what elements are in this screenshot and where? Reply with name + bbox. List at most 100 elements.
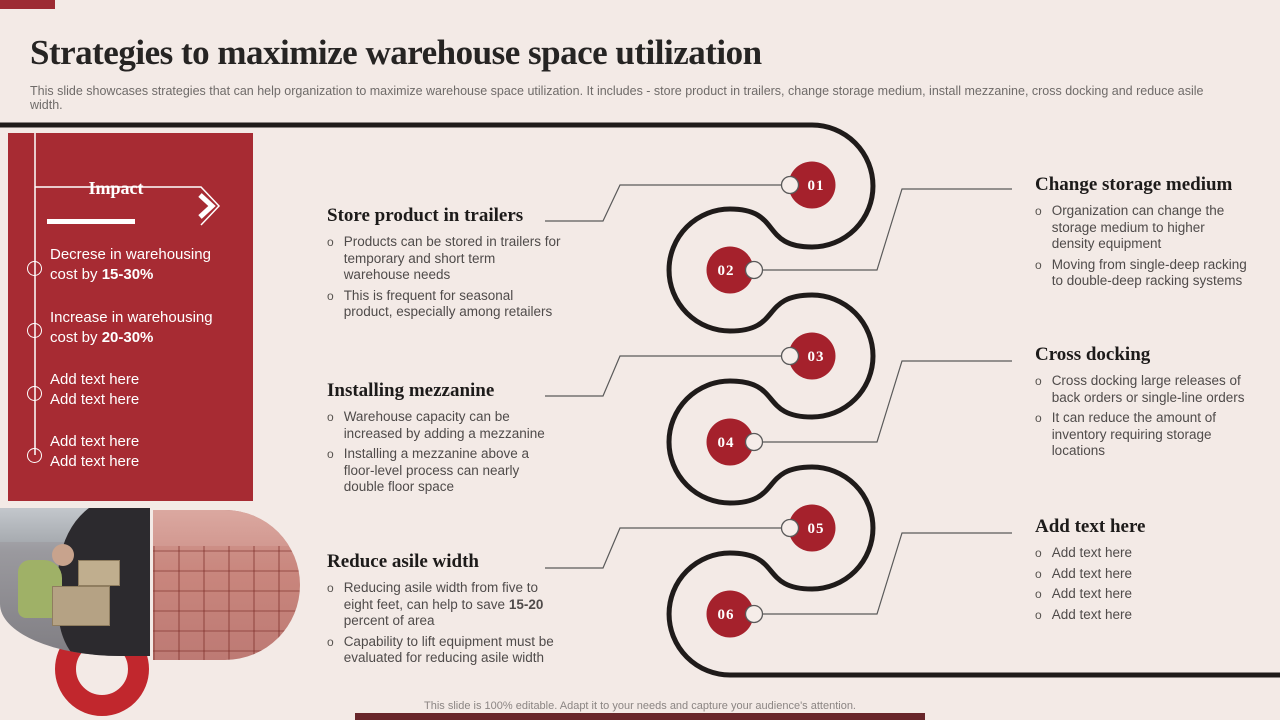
- milestone-circle-06: [706, 590, 754, 638]
- bullet-text: Reducing asile width from five to eight …: [343, 580, 544, 628]
- impact-banner-outline: [35, 186, 221, 226]
- section-heading: Installing mezzanine: [327, 380, 495, 401]
- impact-item-line2-text: cost by: [50, 265, 102, 283]
- bullet-text: Products can be stored in trailers for t…: [343, 234, 561, 282]
- impact-item: Increase in warehousing cost by 20-30%: [50, 308, 245, 347]
- impact-item-line1: Decrese in warehousing: [50, 246, 211, 263]
- connector-line-04: [755, 360, 1012, 443]
- anchor-dot-05: [780, 518, 800, 538]
- footer-note: This slide is 100% editable. Adapt it to…: [424, 700, 856, 712]
- milestone-number-04: 04: [718, 435, 735, 451]
- bullet-text: Installing a mezzanine above a floor-lev…: [343, 446, 530, 494]
- bullet-text: Moving from single-deep racking to doubl…: [1051, 256, 1247, 289]
- milestone-circle-02: [706, 246, 754, 294]
- impact-item-line1: Add text here: [50, 433, 140, 450]
- impact-item-line2-text: Add text here: [50, 452, 140, 470]
- bullet-text: Add text here: [1051, 565, 1132, 581]
- impact-item-line2: Add text here: [50, 452, 245, 472]
- milestone-number-03: 03: [808, 349, 825, 365]
- section-installing-mezzanine: Installing mezzanine Warehouse capacity …: [327, 380, 562, 496]
- anchor-dot-06: [744, 604, 764, 624]
- impact-bullet-dot: [27, 261, 42, 276]
- photo-loading-boxes: [0, 508, 150, 656]
- chevron-right-icon: [198, 193, 216, 219]
- impact-bullet-dot: [27, 323, 42, 338]
- bullet-text: Capability to lift equipment must be eva…: [343, 633, 554, 666]
- bullet-item: Add text here: [1035, 607, 1250, 624]
- section-change-storage-medium: Change storage medium Organization can c…: [1035, 174, 1250, 290]
- impact-item-line2-text: Add text here: [50, 390, 140, 408]
- photo-wall: [153, 510, 300, 546]
- photo-worker-head: [52, 544, 74, 566]
- section-heading: Reduce asile width: [327, 551, 479, 572]
- milestone-number-02: 02: [718, 263, 735, 279]
- section-add-text-here[interactable]: Add text here Add text here Add text her…: [1035, 516, 1250, 623]
- bullet-text: Organization can change the storage medi…: [1051, 203, 1225, 251]
- impact-bullet-dot: [27, 386, 42, 401]
- anchor-dot-03: [780, 346, 800, 366]
- bottom-accent-bar: [355, 713, 925, 720]
- bullet-item: Add text here: [1035, 545, 1250, 562]
- connector-line-03: [545, 355, 790, 397]
- impact-bullet-dot: [27, 448, 42, 463]
- connector-line-06: [755, 532, 1012, 615]
- connector-line-01: [545, 184, 790, 222]
- bullet-item: Warehouse capacity can be increased by a…: [327, 409, 562, 442]
- bullet-item: Products can be stored in trailers for t…: [327, 234, 562, 284]
- connector-line-02: [755, 188, 1012, 271]
- section-reduce-asile-width: Reduce asile width Reducing asile width …: [327, 551, 562, 667]
- impact-panel-lineart: [34, 133, 221, 455]
- anchor-dot-04: [744, 432, 764, 452]
- milestone-circle-05: [788, 504, 836, 552]
- bullet-item: Organization can change the storage medi…: [1035, 203, 1250, 253]
- anchor-dot-02: [744, 260, 764, 280]
- bullet-item: Capability to lift equipment must be eva…: [327, 634, 562, 667]
- milestone-number-01: 01: [808, 178, 825, 194]
- bullet-item: Installing a mezzanine above a floor-lev…: [327, 446, 562, 496]
- impact-item-line2-bold: 20-30%: [101, 328, 154, 346]
- impact-item[interactable]: Add text here Add text here: [50, 370, 245, 409]
- bullet-text: It can reduce the amount of inventory re…: [1051, 410, 1217, 458]
- bullet-item: It can reduce the amount of inventory re…: [1035, 410, 1250, 460]
- bullet-text: Add text here: [1051, 586, 1132, 601]
- slide-subtitle: This slide showcases strategies that can…: [30, 84, 1204, 112]
- impact-item-line2-bold: 15-30%: [101, 265, 154, 283]
- slide-title: Strategies to maximize warehouse space u…: [30, 33, 762, 72]
- connector-line-05: [545, 527, 790, 569]
- section-cross-docking: Cross docking Cross docking large releas…: [1035, 344, 1250, 460]
- impact-underline: [47, 219, 135, 224]
- impact-item-line2: cost by 15-30%: [50, 265, 245, 285]
- section-heading: Store product in trailers: [327, 205, 524, 226]
- section-heading: Add text here: [1035, 516, 1146, 537]
- section-heading: Cross docking: [1035, 344, 1151, 365]
- impact-item-line2-text: cost by: [50, 328, 102, 346]
- impact-panel: Impact Decrese in warehousing cost by 15…: [8, 133, 253, 501]
- bullet-text: Add text here: [1051, 545, 1132, 560]
- bullet-item: Moving from single-deep racking to doubl…: [1035, 257, 1250, 290]
- impact-item-line2: Add text here: [50, 390, 245, 410]
- bullet-item: Reducing asile width from five to eight …: [327, 580, 562, 630]
- impact-item-line2: cost by 20-30%: [50, 328, 245, 348]
- impact-item-line1: Increase in warehousing: [50, 309, 213, 326]
- bullet-text: Cross docking large releases of back ord…: [1051, 373, 1245, 405]
- bullet-item: Add text here: [1035, 566, 1250, 583]
- section-store-product-in-trailers: Store product in trailers Products can b…: [327, 205, 562, 321]
- anchor-dot-01: [780, 175, 800, 195]
- impact-item[interactable]: Add text here Add text here: [50, 432, 245, 471]
- bullet-text: This is frequent for seasonal product, e…: [343, 287, 553, 320]
- bullet-text: Add text here: [1051, 606, 1132, 622]
- bullet-item: This is frequent for seasonal product, e…: [327, 288, 562, 321]
- impact-panel-title: Impact: [88, 178, 144, 198]
- bullet-item: Cross docking large releases of back ord…: [1035, 373, 1250, 406]
- milestone-circle-03: [788, 332, 836, 380]
- top-corner-accent-bar: [0, 0, 55, 9]
- photo-warehouse-boxes: [153, 510, 300, 660]
- section-heading: Change storage medium: [1035, 174, 1233, 195]
- milestone-number-05: 05: [808, 521, 825, 537]
- impact-item: Decrese in warehousing cost by 15-30%: [50, 245, 245, 284]
- impact-item-line1: Add text here: [50, 371, 140, 388]
- bullet-item: Add text here: [1035, 586, 1250, 603]
- milestone-number-06: 06: [718, 607, 735, 623]
- milestone-circle-01: [788, 161, 836, 209]
- milestone-circle-04: [706, 418, 754, 466]
